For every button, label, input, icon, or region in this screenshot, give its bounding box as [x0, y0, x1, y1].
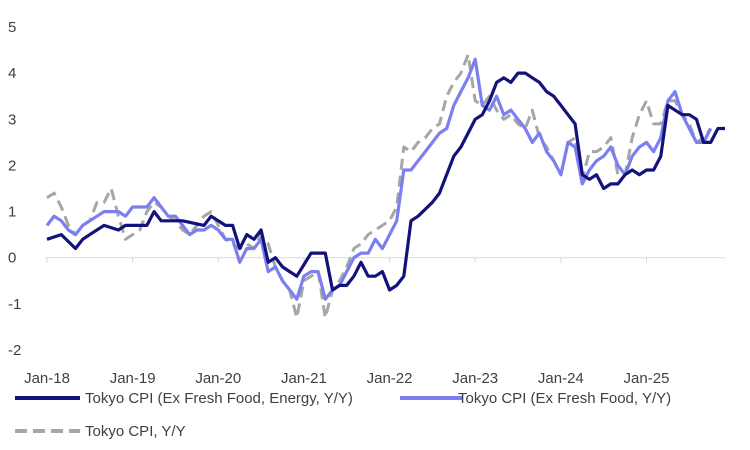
x-tick-label: Jan-19: [110, 370, 156, 387]
y-tick-label: 2: [8, 157, 16, 174]
legend: Tokyo CPI (Ex Fresh Food, Energy, Y/Y) To…: [15, 390, 671, 440]
x-tick-label: Jan-21: [281, 370, 327, 387]
y-tick-label: -2: [8, 342, 21, 359]
x-tick-label: Jan-22: [367, 370, 413, 387]
y-tick-label: 3: [8, 111, 16, 128]
x-tick-label: Jan-25: [624, 370, 670, 387]
x-tick-label: Jan-23: [452, 370, 498, 387]
y-tick-label: 5: [8, 19, 16, 36]
x-tick-label: Jan-24: [538, 370, 584, 387]
x-axis-ticks: Jan-18 Jan-19 Jan-20 Jan-21 Jan-22 Jan-23 Jan-…: [24, 257, 670, 387]
legend-label-2: Tokyo CPI (Ex Fresh Food, Y/Y): [458, 390, 671, 407]
x-tick-label: Jan-18: [24, 370, 70, 387]
series-line-2: [45, 57, 713, 301]
y-tick-label: -1: [8, 296, 21, 313]
series-layer: [45, 53, 725, 320]
y-tick-label: 0: [8, 250, 16, 267]
legend-label-1: Tokyo CPI (Ex Fresh Food, Energy, Y/Y): [85, 390, 353, 407]
x-tick-label: Jan-20: [195, 370, 241, 387]
y-axis-ticks: 5 4 3 2 1 0 -1 -2: [8, 19, 21, 359]
series-line-3: [46, 53, 712, 320]
y-tick-label: 4: [8, 65, 16, 82]
y-tick-label: 1: [8, 204, 16, 221]
series-line-1: [46, 71, 725, 292]
legend-label-3: Tokyo CPI, Y/Y: [85, 423, 186, 440]
